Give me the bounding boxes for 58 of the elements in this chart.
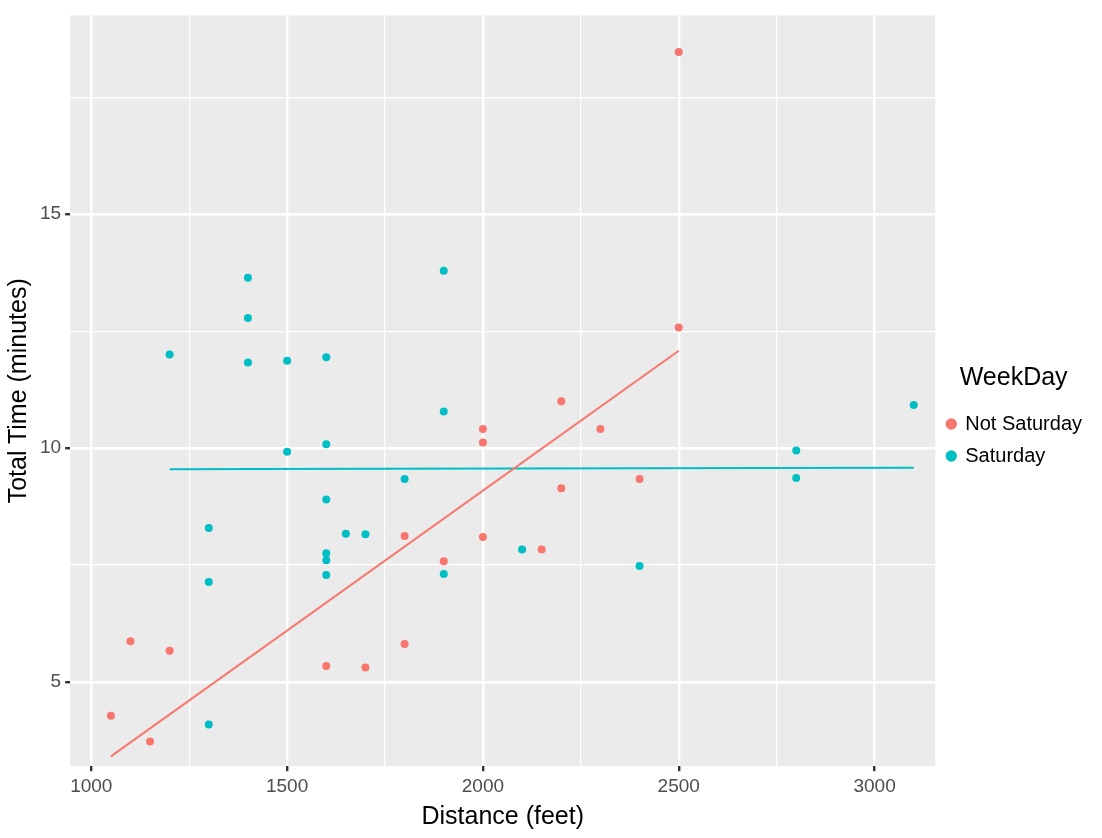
- point: [596, 424, 605, 433]
- point: [557, 397, 566, 406]
- point: [518, 545, 527, 554]
- point: [322, 495, 331, 504]
- point: [635, 474, 644, 483]
- x-tick-label: 2000: [461, 774, 505, 796]
- point: [439, 557, 448, 566]
- point: [322, 570, 331, 579]
- point: [400, 640, 409, 649]
- point: [322, 662, 331, 671]
- y-tick-label: 5: [50, 670, 62, 692]
- point: [478, 438, 487, 447]
- point: [635, 561, 644, 570]
- point: [165, 350, 174, 359]
- point: [204, 720, 213, 729]
- point: [243, 273, 252, 282]
- point: [106, 711, 115, 720]
- point: [165, 646, 174, 655]
- point: [537, 545, 546, 554]
- point: [439, 266, 448, 275]
- x-tick-label: 1500: [265, 774, 309, 796]
- y-tick-label: 15: [39, 202, 62, 224]
- point: [792, 446, 801, 455]
- point: [557, 484, 566, 493]
- point: [439, 569, 448, 578]
- point: [204, 524, 213, 533]
- point: [478, 532, 487, 541]
- y-tick-label: 10: [39, 436, 62, 458]
- point: [909, 401, 918, 410]
- legend-title: WeekDay: [959, 362, 1069, 391]
- point: [204, 577, 213, 586]
- point: [283, 356, 292, 365]
- point: [243, 314, 252, 323]
- point: [322, 556, 331, 565]
- point: [361, 530, 370, 539]
- point: [674, 47, 683, 56]
- x-axis-title: Distance (feet): [421, 800, 584, 829]
- point: [478, 424, 487, 433]
- x-tick-label: 1000: [70, 774, 113, 796]
- point: [322, 353, 331, 362]
- point: [126, 637, 135, 646]
- point: [439, 407, 448, 416]
- point: [341, 529, 350, 538]
- legend-label: Not Saturday: [965, 411, 1083, 434]
- point: [400, 532, 409, 541]
- x-tick-label: 2500: [657, 774, 700, 796]
- point: [361, 663, 370, 672]
- point: [146, 737, 155, 746]
- point: [243, 358, 252, 367]
- point: [283, 447, 292, 456]
- y-axis-title: Total Time (minutes): [2, 278, 31, 504]
- point: [322, 440, 331, 449]
- point: [322, 549, 331, 558]
- point: [400, 474, 409, 483]
- legend-label: Saturday: [965, 443, 1046, 466]
- point: [792, 474, 801, 483]
- x-tick-label: 3000: [853, 774, 896, 796]
- point: [674, 323, 683, 332]
